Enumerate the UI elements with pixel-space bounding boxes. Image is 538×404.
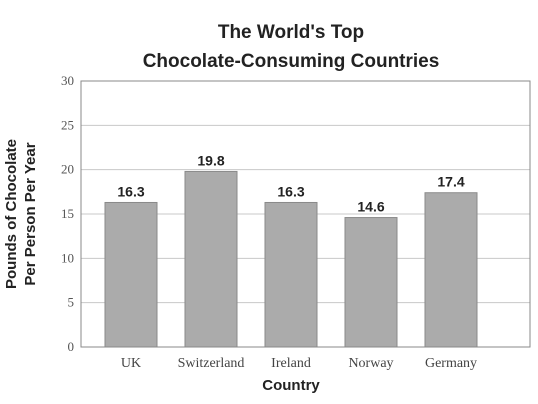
bar-germany bbox=[424, 192, 478, 348]
y-tick-label: 30 bbox=[61, 73, 74, 88]
y-tick-label: 5 bbox=[68, 295, 75, 310]
data-label-germany: 17.4 bbox=[437, 174, 464, 190]
bar-norway bbox=[344, 217, 398, 348]
x-axis-ticks: UK Switzerland Ireland Norway Germany bbox=[121, 356, 477, 371]
x-tick-label-uk: UK bbox=[121, 356, 141, 371]
data-label-ireland: 16.3 bbox=[277, 183, 304, 199]
y-tick-label: 25 bbox=[61, 117, 74, 132]
x-tick-label-switzerland: Switzerland bbox=[178, 356, 245, 371]
bar-ireland bbox=[264, 201, 318, 348]
bar-uk bbox=[104, 201, 158, 348]
y-axis-label-line-1: Pounds of Chocolate bbox=[3, 139, 20, 289]
y-axis-label-line-2: Per Person Per Year bbox=[22, 142, 39, 285]
y-tick-label: 20 bbox=[61, 162, 74, 177]
data-label-norway: 14.6 bbox=[357, 199, 384, 215]
x-tick-label-norway: Norway bbox=[348, 356, 393, 371]
y-tick-label: 0 bbox=[68, 339, 75, 354]
y-tick-label: 10 bbox=[61, 250, 74, 265]
x-axis-label: Country bbox=[262, 377, 320, 394]
bars bbox=[104, 170, 478, 348]
chart-title-line-1: The World's Top bbox=[218, 22, 364, 43]
data-labels: 16.3 19.8 16.3 14.6 17.4 bbox=[117, 152, 464, 214]
x-tick-label-ireland: Ireland bbox=[271, 356, 311, 371]
data-label-uk: 16.3 bbox=[117, 183, 144, 199]
bar-switzerland bbox=[184, 170, 238, 348]
y-tick-label: 15 bbox=[61, 206, 74, 221]
chart-title-line-2: Chocolate-Consuming Countries bbox=[143, 51, 440, 72]
x-tick-label-germany: Germany bbox=[425, 356, 477, 371]
y-axis-ticks: 0 5 10 15 20 25 30 bbox=[61, 73, 74, 354]
data-label-switzerland: 19.8 bbox=[197, 152, 224, 168]
